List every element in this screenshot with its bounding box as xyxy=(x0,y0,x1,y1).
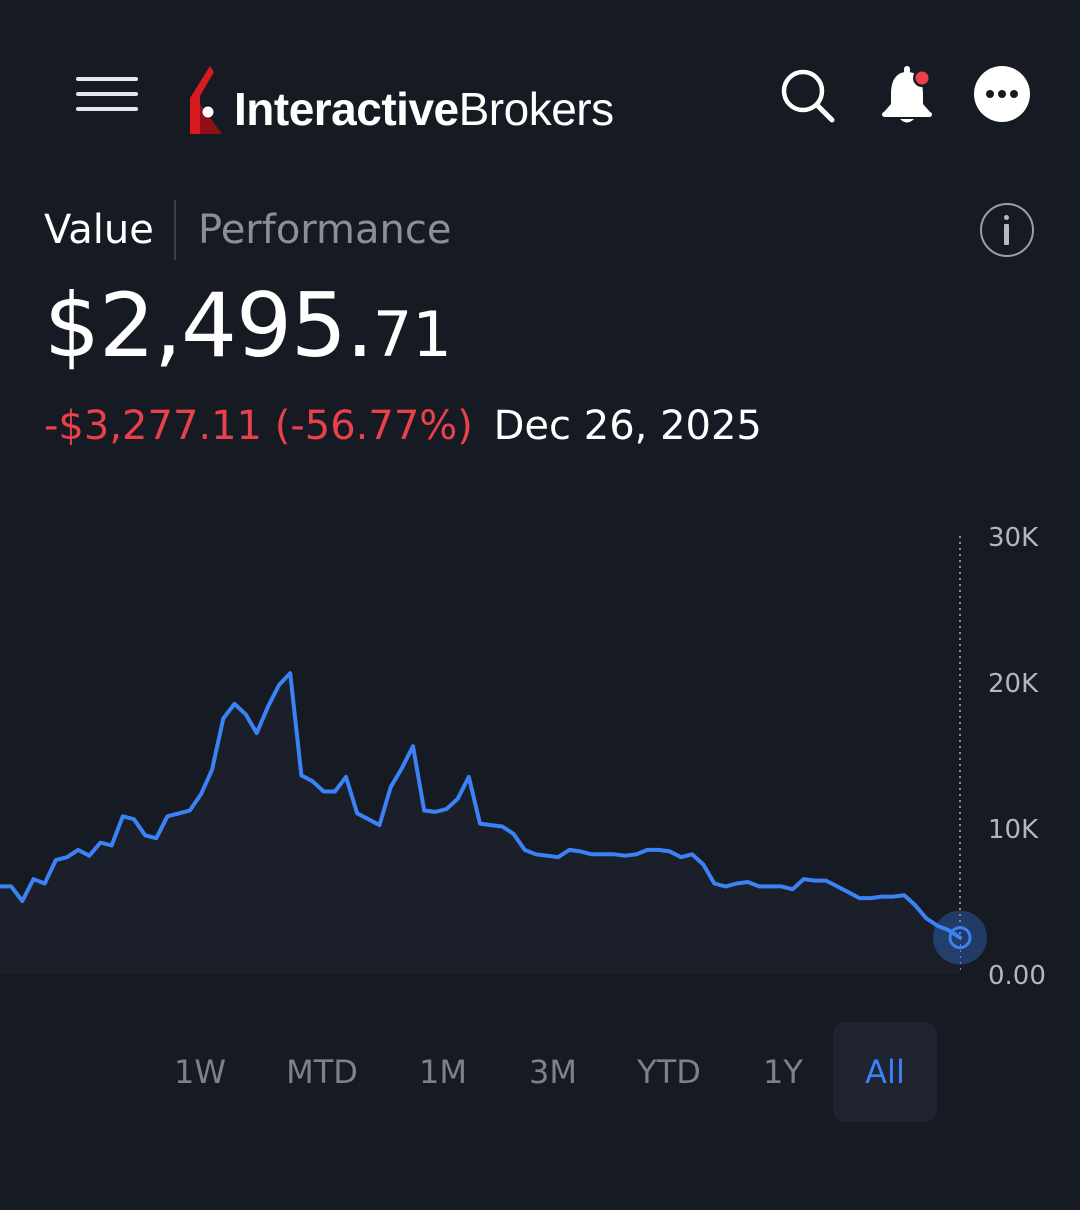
portfolio-value: $2,495. 71 xyxy=(44,276,452,376)
portfolio-value-main: $2,495. xyxy=(44,274,374,377)
search-icon[interactable] xyxy=(778,66,840,124)
range-1w[interactable]: 1W xyxy=(174,1053,226,1091)
interactive-brokers-logo: InteractiveBrokers xyxy=(186,62,614,134)
more-options-icon[interactable] xyxy=(974,66,1030,122)
tab-value[interactable]: Value xyxy=(44,207,154,253)
ib-logo-mark-icon xyxy=(190,66,222,134)
y-tick-label: 30K xyxy=(988,523,1039,553)
logo-wordmark: InteractiveBrokers xyxy=(234,86,614,134)
hamburger-menu-icon[interactable] xyxy=(76,74,138,116)
range-all[interactable]: All xyxy=(833,1022,937,1122)
info-icon[interactable] xyxy=(980,203,1034,257)
range-3m[interactable]: 3M xyxy=(529,1053,577,1091)
portfolio-value-cents: 71 xyxy=(372,298,452,371)
series-line xyxy=(0,671,962,940)
change-amount: -$3,277.11 xyxy=(44,403,263,449)
value-change: -$3,277.11 (-56.77%) Dec 26, 2025 xyxy=(44,400,762,452)
logo-text-light: Brokers xyxy=(458,83,614,135)
range-mtd[interactable]: MTD xyxy=(286,1053,358,1091)
change-date: Dec 26, 2025 xyxy=(493,403,762,449)
y-tick-label: 10K xyxy=(988,815,1039,845)
current-point-halo xyxy=(933,910,987,965)
range-ytd[interactable]: YTD xyxy=(637,1053,701,1091)
current-point-marker xyxy=(948,926,972,950)
range-1m[interactable]: 1M xyxy=(419,1053,467,1091)
value-chart[interactable]: 30K 20K 10K 0.00 xyxy=(0,500,1080,1000)
change-percent: (-56.77%) xyxy=(274,403,473,449)
time-range-selector: 1W MTD 1M 3M YTD 1Y All xyxy=(0,1022,1080,1122)
tab-performance[interactable]: Performance xyxy=(198,207,452,253)
logo-text-bold: Interactive xyxy=(234,83,459,135)
y-tick-label: 0.00 xyxy=(988,961,1046,991)
y-tick-label: 20K xyxy=(988,669,1039,699)
range-1y[interactable]: 1Y xyxy=(763,1053,803,1091)
tab-divider xyxy=(174,200,176,260)
notification-bell-icon[interactable] xyxy=(878,64,936,126)
